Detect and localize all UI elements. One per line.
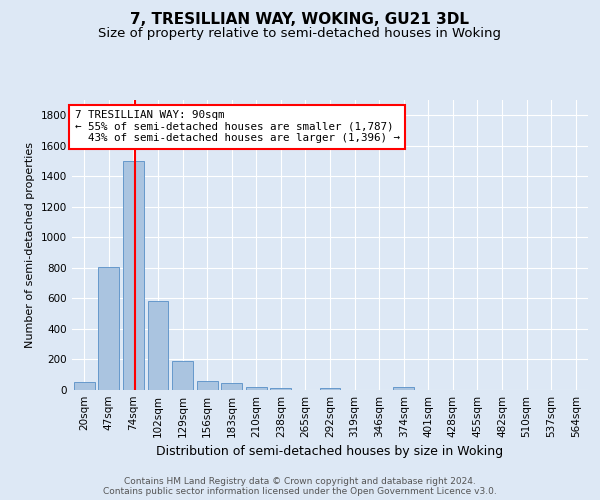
X-axis label: Distribution of semi-detached houses by size in Woking: Distribution of semi-detached houses by …	[157, 446, 503, 458]
Text: 7, TRESILLIAN WAY, WOKING, GU21 3DL: 7, TRESILLIAN WAY, WOKING, GU21 3DL	[131, 12, 470, 28]
Text: 7 TRESILLIAN WAY: 90sqm
← 55% of semi-detached houses are smaller (1,787)
  43% : 7 TRESILLIAN WAY: 90sqm ← 55% of semi-de…	[74, 110, 400, 144]
Bar	[246, 388, 267, 390]
Bar	[221, 384, 242, 390]
Bar	[172, 360, 193, 390]
Bar	[123, 161, 144, 390]
Bar	[98, 267, 119, 390]
Bar	[320, 388, 340, 390]
Text: Size of property relative to semi-detached houses in Woking: Size of property relative to semi-detach…	[98, 28, 502, 40]
Bar	[148, 302, 169, 390]
Bar	[74, 382, 95, 390]
Bar	[271, 388, 292, 390]
Bar	[393, 388, 414, 390]
Bar	[197, 380, 218, 390]
Text: Contains public sector information licensed under the Open Government Licence v3: Contains public sector information licen…	[103, 487, 497, 496]
Y-axis label: Number of semi-detached properties: Number of semi-detached properties	[25, 142, 35, 348]
Text: Contains HM Land Registry data © Crown copyright and database right 2024.: Contains HM Land Registry data © Crown c…	[124, 477, 476, 486]
